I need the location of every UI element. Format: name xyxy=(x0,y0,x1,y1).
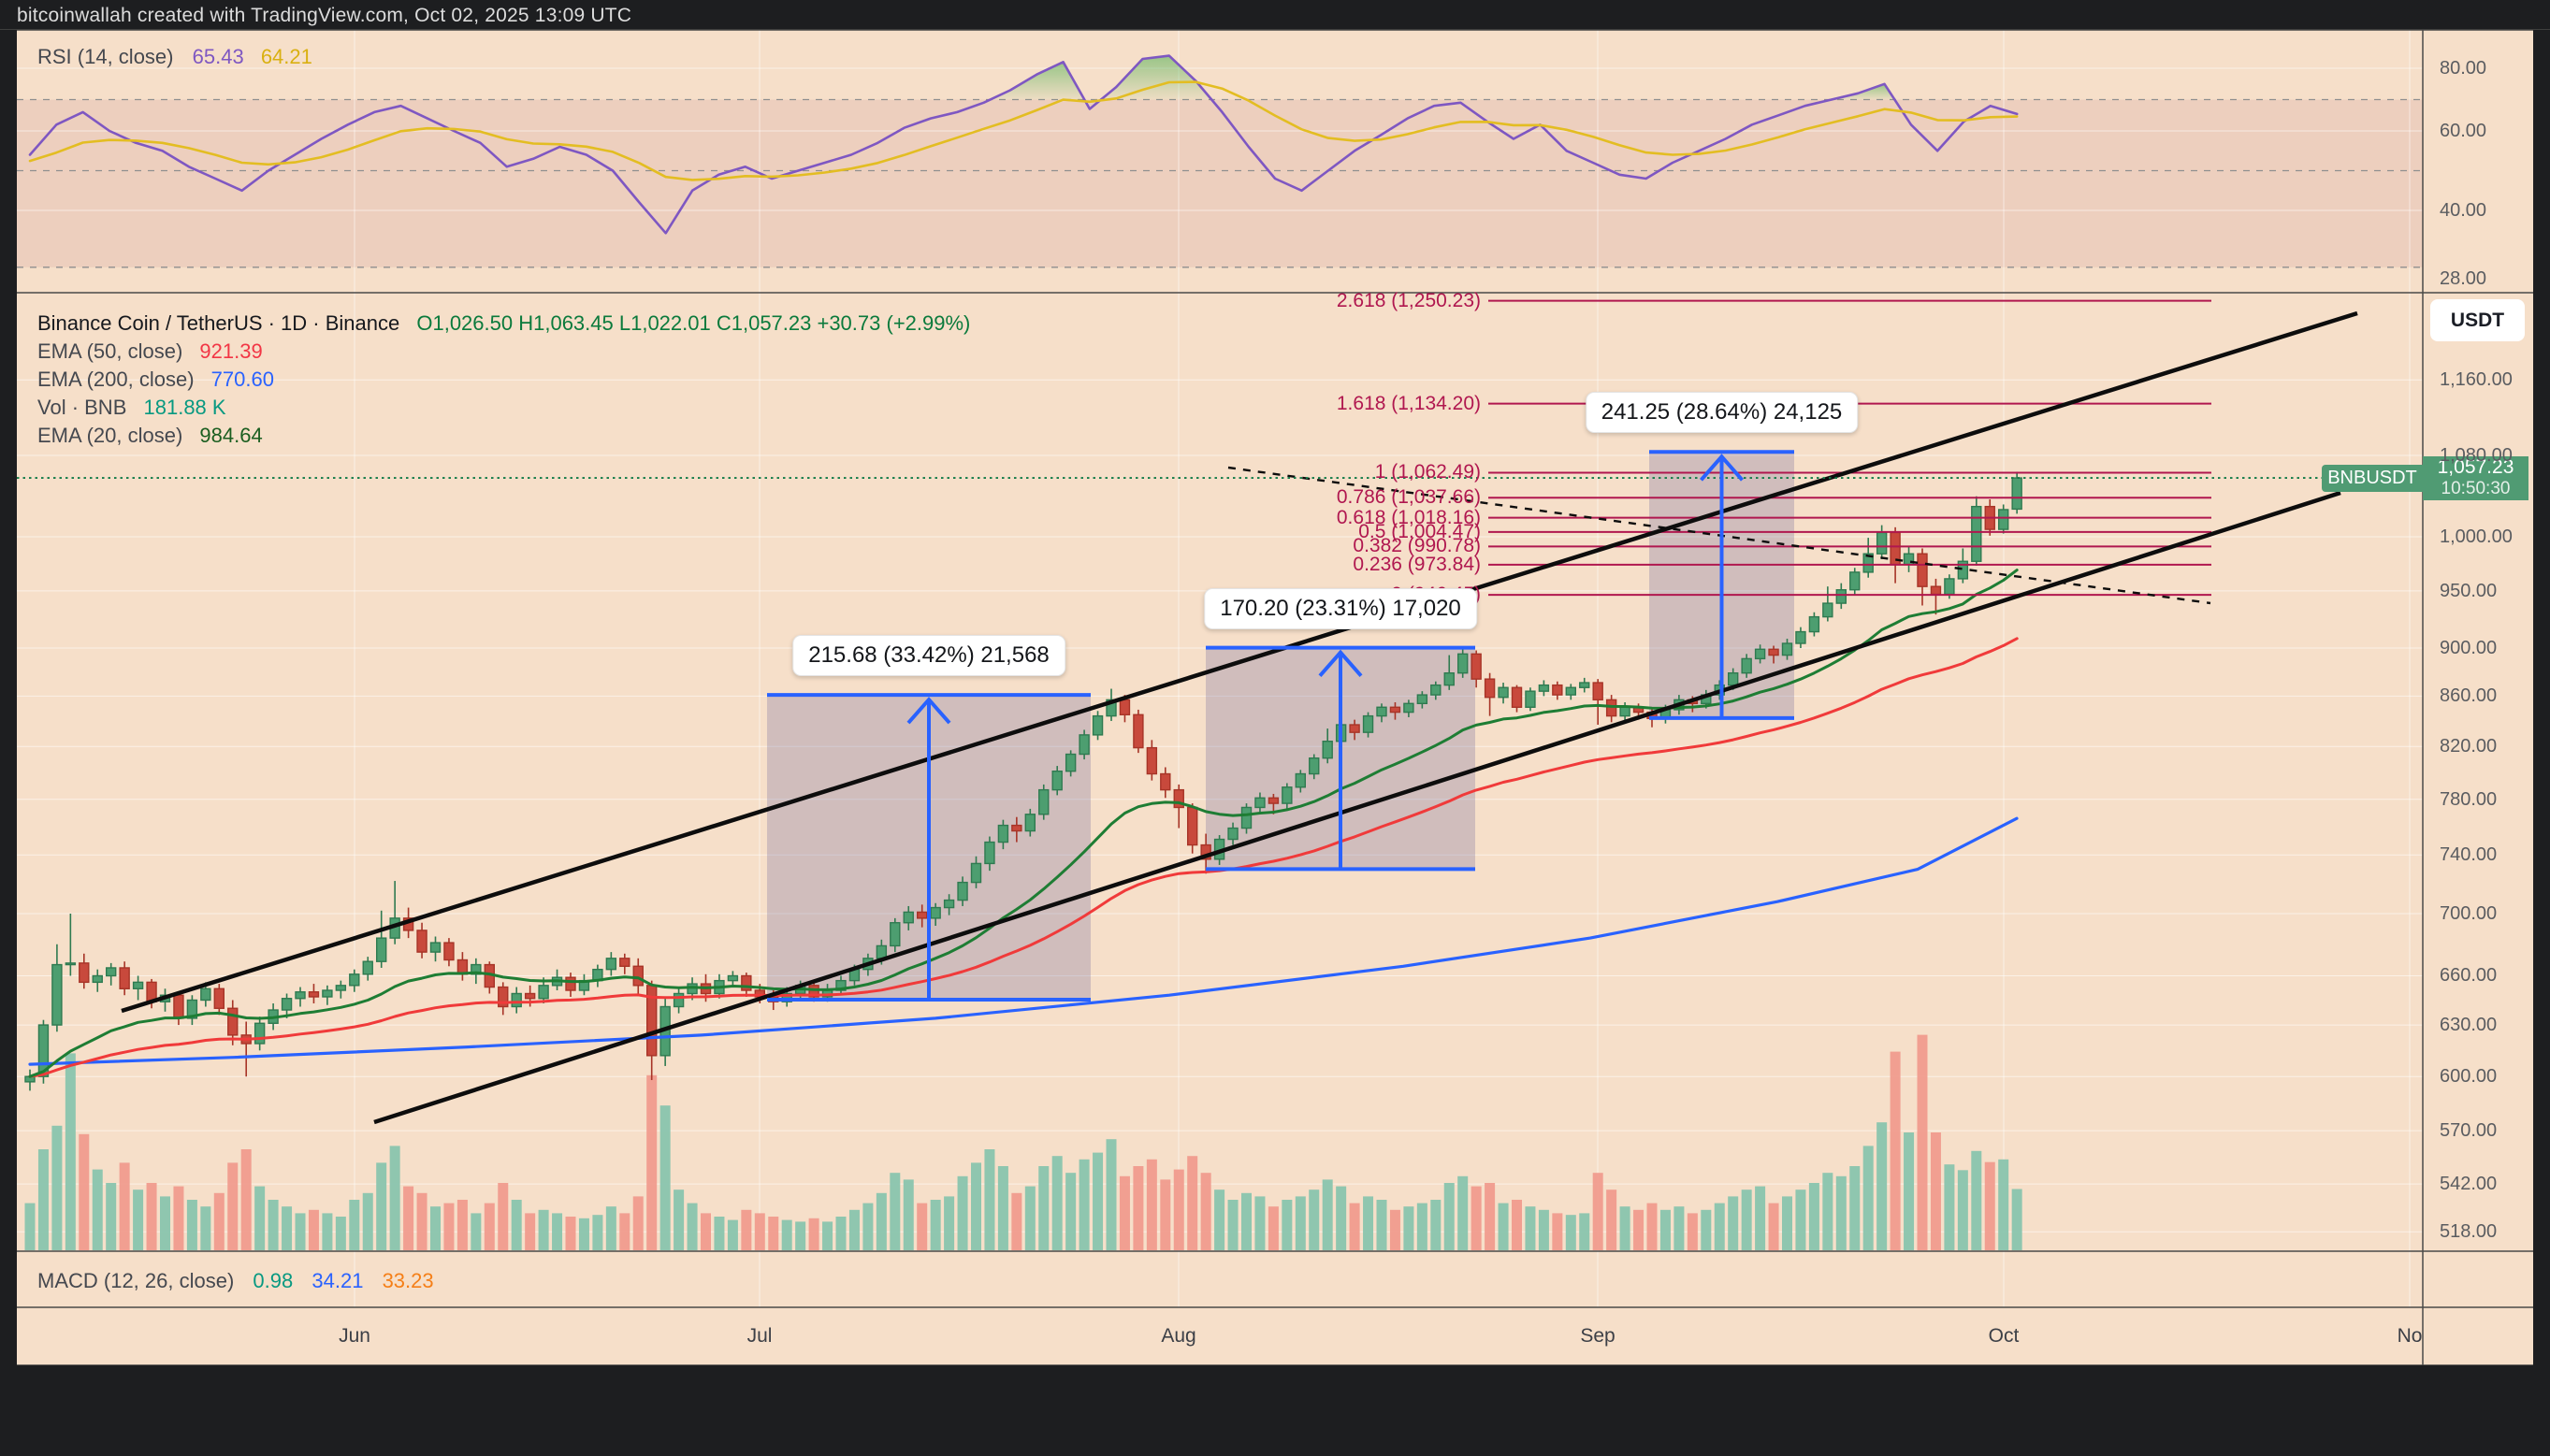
macd-label: MACD (12, 26, close) xyxy=(37,1269,235,1292)
rsi-axis-label: 80.00 xyxy=(2440,58,2487,79)
price-axis-label: 542.00 xyxy=(2440,1174,2498,1195)
rsi-ma-value: 64.21 xyxy=(260,45,312,68)
price-axis-label: 700.00 xyxy=(2440,903,2498,924)
ema200-value: 770.60 xyxy=(210,368,274,391)
price-tag-symbol: BNBUSDT xyxy=(2322,465,2423,492)
price-axis-label: 1,000.00 xyxy=(2440,526,2513,547)
price-axis-label: 900.00 xyxy=(2440,638,2498,659)
volume-value: 181.88 K xyxy=(143,396,226,419)
price-tag-time: 10:50:30 xyxy=(2441,479,2511,498)
ema50-row: EMA (50, close) 921.39 xyxy=(37,338,970,366)
top-attribution-bar: bitcoinwallah created with TradingView.c… xyxy=(0,0,2550,30)
time-axis-label: Aug xyxy=(1161,1325,1196,1347)
price-axis-label: 820.00 xyxy=(2440,736,2498,757)
time-axis-label: Oct xyxy=(1988,1325,2020,1347)
price-axis-label: 570.00 xyxy=(2440,1120,2498,1142)
macd-hist-value: 33.23 xyxy=(382,1269,434,1292)
rsi-axis-label: 40.00 xyxy=(2440,200,2487,221)
price-axis-label: 1,160.00 xyxy=(2440,369,2513,391)
fib-level-label: 0.382 (990.78) xyxy=(1353,535,1481,557)
ema200-label: EMA (200, close) xyxy=(37,368,195,391)
measure-box-label: 170.20 (23.31%) 17,020 xyxy=(1204,587,1477,629)
time-axis-label: No xyxy=(2397,1325,2423,1347)
attribution-text: bitcoinwallah created with TradingView.c… xyxy=(17,5,632,26)
time-axis-label: Jun xyxy=(339,1325,370,1347)
volume-label: Vol · BNB xyxy=(37,396,127,419)
symbol-title: Binance Coin / TetherUS · 1D · Binance xyxy=(37,311,400,335)
fib-level-label: 0.5 (1,004.47) xyxy=(1358,520,1481,542)
footer-bar: TradingView xyxy=(0,1365,2550,1456)
ema50-label: EMA (50, close) xyxy=(37,339,183,363)
time-axis-label: Sep xyxy=(1580,1325,1615,1347)
fib-level-label: 2.618 (1,250.23) xyxy=(1336,289,1481,311)
price-axis-label: 740.00 xyxy=(2440,844,2498,866)
fib-level-label: 1 (1,062.49) xyxy=(1374,461,1481,483)
ema20-label: EMA (20, close) xyxy=(37,424,183,447)
price-axis-label: 660.00 xyxy=(2440,965,2498,987)
measure-box-label: 215.68 (33.42%) 21,568 xyxy=(792,635,1065,677)
price-axis-label: 600.00 xyxy=(2440,1066,2498,1088)
fib-level-label: 0.618 (1,018.16) xyxy=(1336,506,1481,528)
price-tag-box: 1,057.23 10:50:30 xyxy=(2423,456,2528,500)
ema20-value: 984.64 xyxy=(199,424,263,447)
price-axis-label: 780.00 xyxy=(2440,788,2498,810)
ohlc-values: O1,026.50 H1,063.45 L1,022.01 C1,057.23 … xyxy=(416,311,971,335)
price-axis-label: 518.00 xyxy=(2440,1221,2498,1243)
volume-row: Vol · BNB 181.88 K xyxy=(37,394,970,422)
time-axis-label: Jul xyxy=(746,1325,773,1347)
measure-box-label: 241.25 (28.64%) 24,125 xyxy=(1585,392,1859,434)
fib-level-label: 0.236 (973.84) xyxy=(1353,553,1481,575)
ema20-row: EMA (20, close) 984.64 xyxy=(37,422,970,450)
macd-legend: MACD (12, 26, close) 0.98 34.21 33.23 xyxy=(37,1269,434,1293)
symbol-row: Binance Coin / TetherUS · 1D · Binance O… xyxy=(37,310,970,338)
macd-value: 0.98 xyxy=(253,1269,294,1292)
fib-level-label: 1.618 (1,134.20) xyxy=(1336,392,1481,414)
main-legend: Binance Coin / TetherUS · 1D · Binance O… xyxy=(37,310,970,450)
price-tag-price: 1,057.23 xyxy=(2437,456,2514,478)
rsi-legend: RSI (14, close) 65.43 64.21 xyxy=(37,45,312,69)
macd-signal-value: 34.21 xyxy=(312,1269,364,1292)
rsi-axis-label: 28.00 xyxy=(2440,268,2487,289)
price-axis-label: 950.00 xyxy=(2440,580,2498,601)
price-axis-label: 1,080.00 xyxy=(2440,445,2513,466)
currency-button[interactable]: USDT xyxy=(2430,299,2525,341)
ema50-value: 921.39 xyxy=(199,339,263,363)
price-axis-label: 860.00 xyxy=(2440,685,2498,707)
fib-level-label: 0.786 (1,037.66) xyxy=(1336,486,1481,509)
ema200-row: EMA (200, close) 770.60 xyxy=(37,366,970,394)
rsi-axis-label: 60.00 xyxy=(2440,121,2487,141)
price-axis-label: 630.00 xyxy=(2440,1015,2498,1036)
rsi-legend-label: RSI (14, close) xyxy=(37,45,174,68)
rsi-value: 65.43 xyxy=(192,45,244,68)
